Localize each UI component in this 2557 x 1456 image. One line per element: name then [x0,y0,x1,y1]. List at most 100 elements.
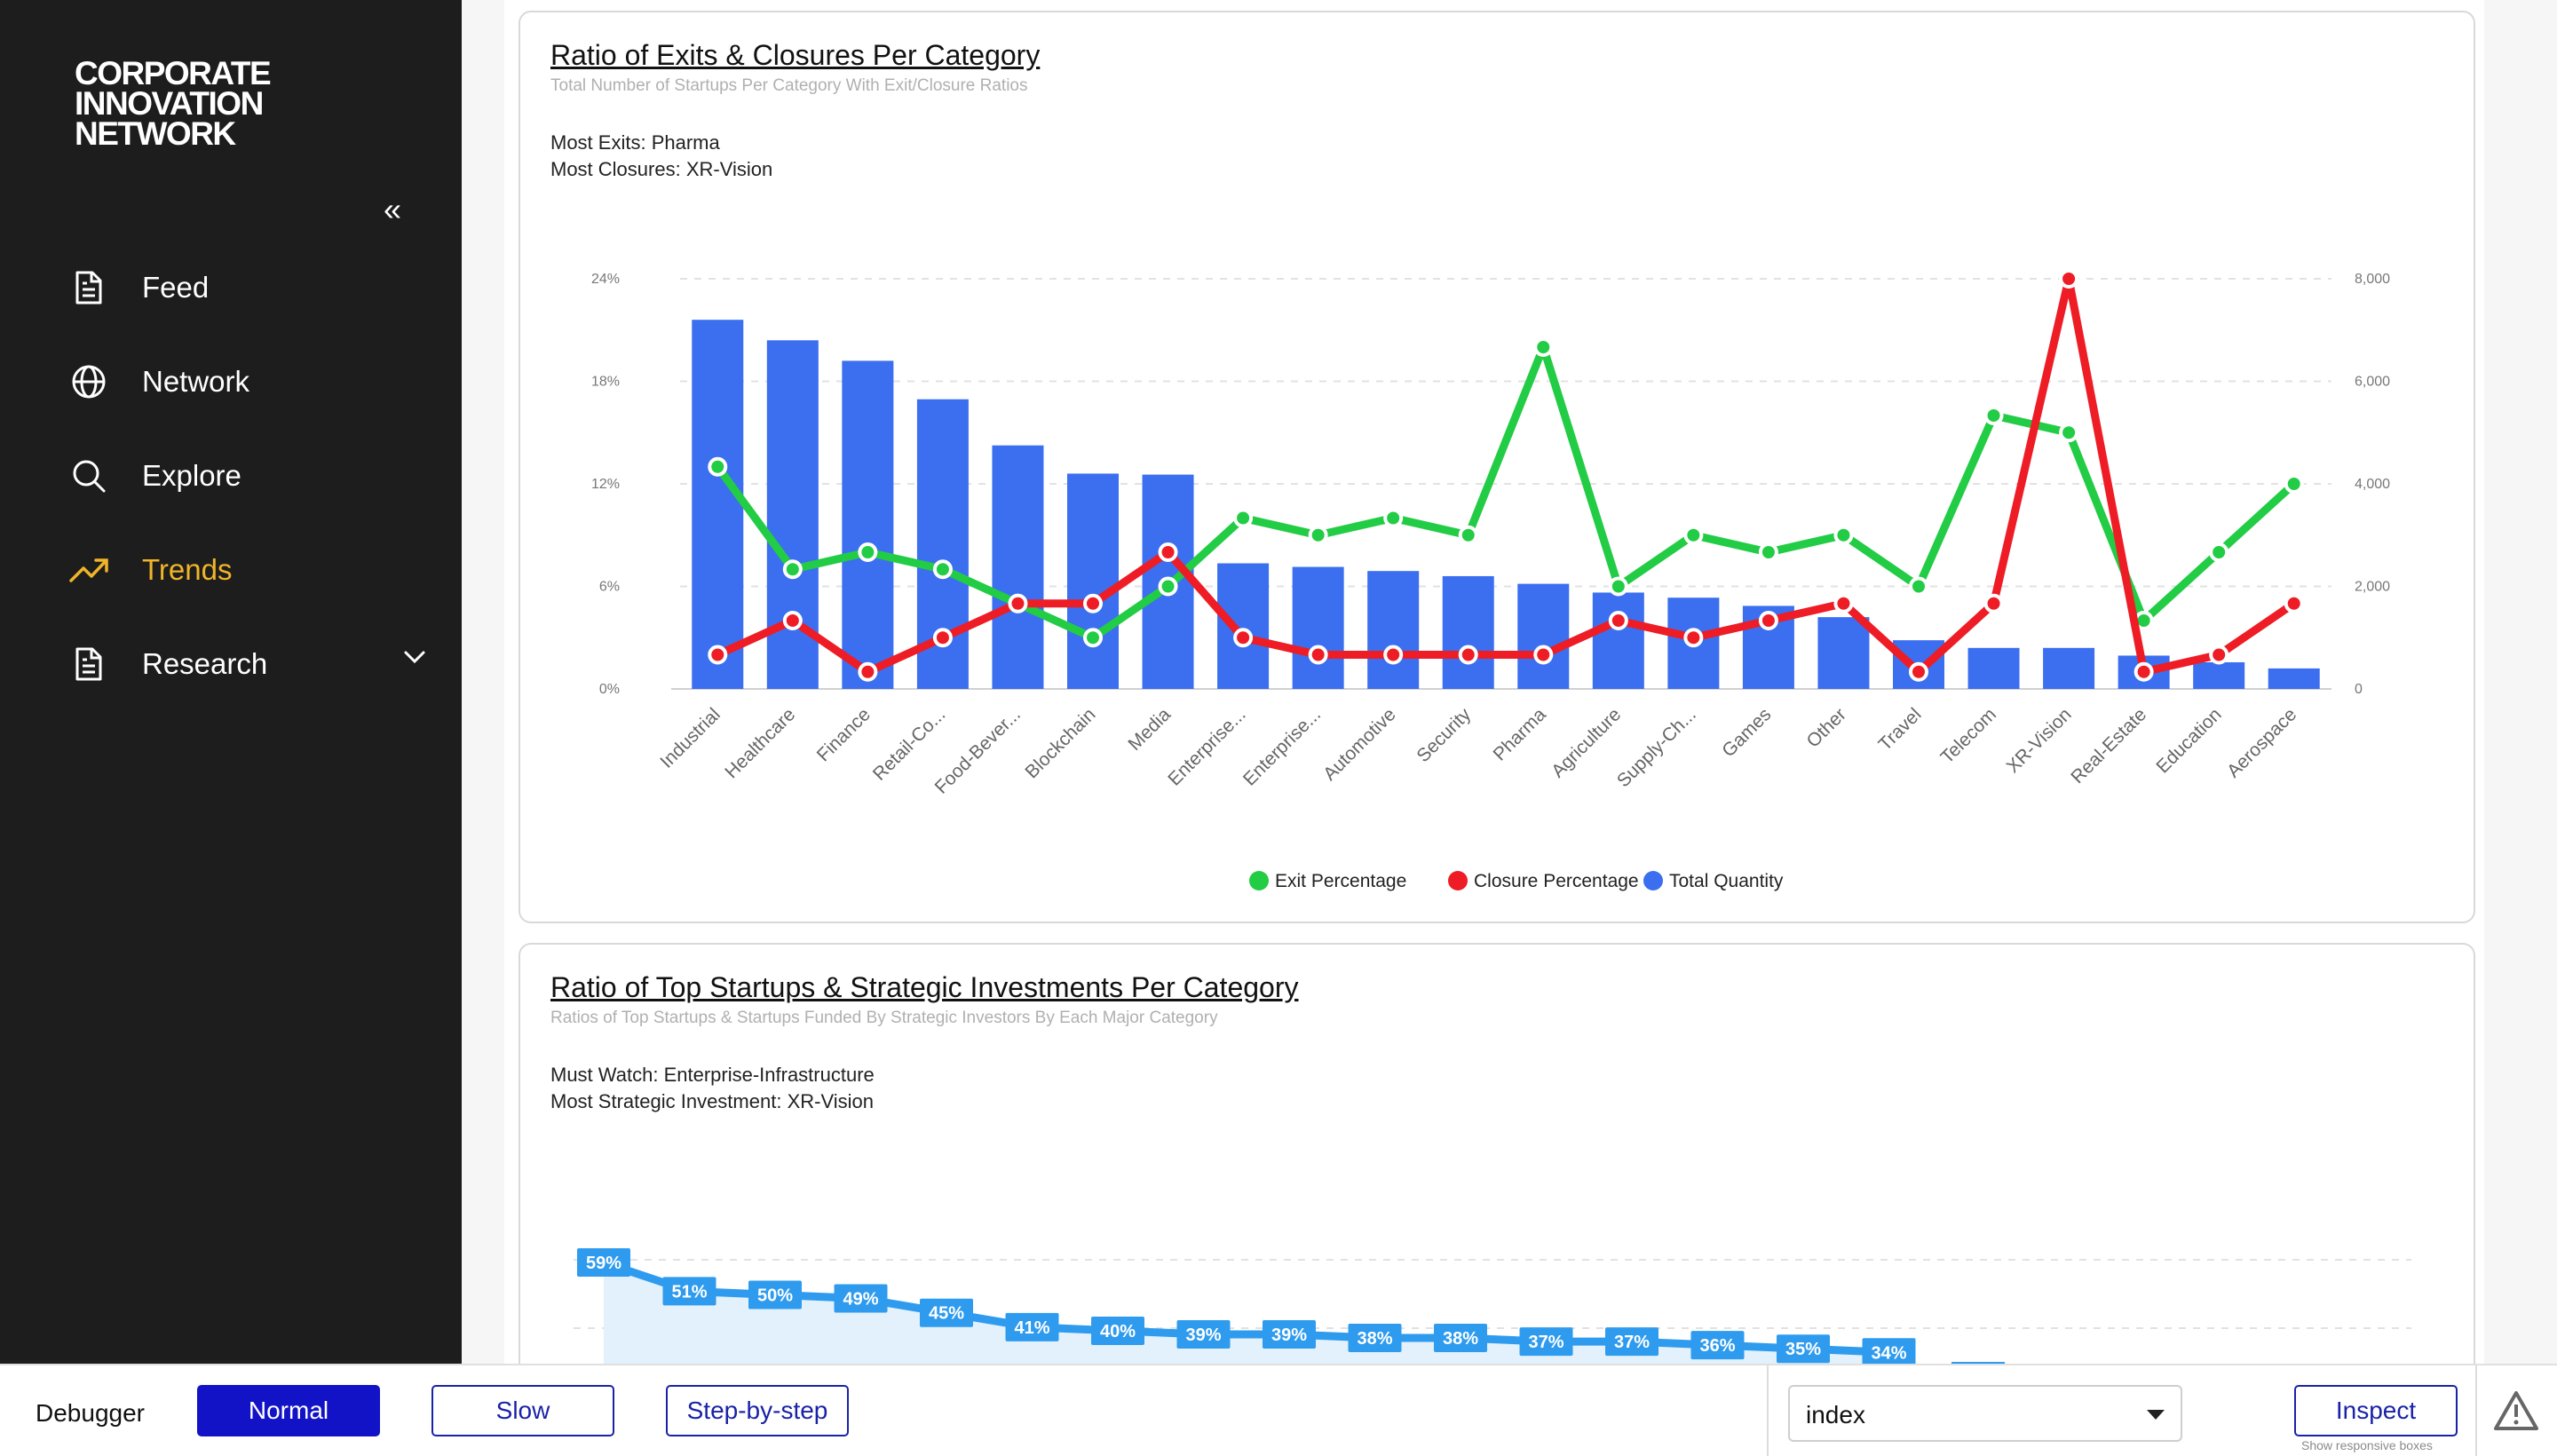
collapse-sidebar-button[interactable]: « [384,191,402,227]
brand-logo[interactable]: CORPORATE INNOVATION NETWORK [75,57,272,150]
warning-icon[interactable] [2493,1390,2539,1436]
chevron-down-icon[interactable] [403,650,426,669]
top-startups-chart[interactable]: 59% 51% 50% 49% 45% 41% 40% 39% 39% 38% 38% 37% 37% 3… [520,1122,2474,1389]
x-axis-tick: Blockchain [1021,704,1099,782]
data-label: 38% [1357,1329,1392,1349]
bar-total-quantity [2268,668,2320,689]
data-label-box [1176,1320,1231,1349]
card-title: Ratio of Exits & Closures Per Category [550,39,1041,71]
point-exit-percentage [782,559,803,580]
document-icon [69,645,108,684]
sidebar-item-label: Trends [142,553,233,586]
select-value: index [1806,1401,1865,1428]
point-closure-percentage [708,645,728,665]
point-closure-percentage [1533,645,1554,665]
exits-closures-chart[interactable]: 0% 6% 12% 18% 24% 0 2,000 4,000 6,000 8,000 Indust… [520,137,2474,918]
point-exit-percentage [2209,542,2229,562]
legend-swatch [1643,871,1663,890]
stat-label: Most Strategic Investment: [550,1090,782,1112]
x-axis-tick: Industrial [656,704,724,772]
most-closures-stat: Most Closures: XR-Vision [550,158,772,181]
x-axis-tick: Automotive [1319,704,1400,785]
point-exit-percentage [1233,508,1254,528]
data-label: 45% [929,1304,964,1324]
point-exit-percentage [1983,406,2004,425]
x-axis-tick: Telecom [1937,704,2001,768]
data-label-box [1862,1338,1916,1367]
point-exit-percentage [1909,576,1928,597]
point-closure-percentage [2209,645,2229,665]
sidebar-item-research[interactable]: Research [69,637,426,691]
point-closure-percentage [858,661,878,682]
point-closure-percentage [782,611,803,630]
x-axis-tick: Real-Estate [2067,704,2150,787]
bar-total-quantity [1292,566,1344,689]
stat-value: XR-Vision [685,158,773,180]
bar-total-quantity [1817,617,1870,689]
x-axis-tick: Security [1413,704,1475,766]
x-axis-tick: Enterprise... [1239,704,1325,789]
bar-total-quantity [1067,473,1119,689]
bar-total-quantity [1967,647,2020,689]
stat-label: Must Watch: [550,1064,659,1086]
sidebar-item-trends[interactable]: Trends [69,543,424,597]
document-icon [69,268,108,307]
point-closure-percentage [1758,611,1778,630]
most-exits-stat: Most Exits: Pharma [550,131,720,154]
x-axis-tick: Retail-Co... [869,704,950,785]
data-label-box [1690,1331,1745,1360]
step-by-step-button[interactable]: Step-by-step [666,1385,849,1436]
legend-swatch [1448,871,1468,890]
data-label-box [1348,1324,1402,1353]
point-exit-percentage [1608,576,1628,597]
data-label-box [834,1284,888,1313]
point-exit-percentage [858,542,878,562]
point-exit-percentage [1683,525,1704,545]
point-exit-percentage [1533,337,1554,357]
point-closure-percentage [1083,593,1103,613]
legend-label: Closure Percentage [1474,871,1639,891]
point-closure-percentage [932,628,953,648]
data-label: 39% [1271,1325,1307,1345]
bar-total-quantity [692,320,744,689]
slow-speed-button[interactable]: Slow [431,1385,614,1436]
data-label: 38% [1443,1329,1478,1349]
point-exit-percentage [1458,525,1478,545]
sidebar-item-network[interactable]: Network [69,355,424,408]
point-exit-percentage [932,559,953,580]
data-label-box [748,1280,802,1310]
point-exit-percentage [2059,423,2079,443]
component-select[interactable]: index [1788,1385,2182,1442]
left-axis-tick: 12% [591,477,620,492]
divider [1767,1365,1769,1456]
point-closure-percentage [2059,269,2079,289]
sidebar-item-explore[interactable]: Explore [69,449,424,502]
normal-speed-button[interactable]: Normal [197,1385,380,1436]
inspect-button[interactable]: Inspect [2294,1385,2458,1436]
point-exit-percentage [1758,542,1778,562]
must-watch-stat: Must Watch: Enterprise-Infrastructure [550,1064,875,1087]
sidebar-item-feed[interactable]: Feed [69,261,424,314]
right-axis-tick: 0 [2355,682,2363,697]
x-axis-tick: Pharma [1490,704,1550,764]
data-label: 50% [757,1286,793,1305]
legend-swatch [1249,871,1269,890]
area-line [602,1258,1889,1357]
card-subtitle: Ratios of Top Startups & Startups Funded… [550,1009,1218,1027]
data-label: 40% [1100,1322,1136,1341]
point-exit-percentage [1158,576,1178,597]
point-exit-percentage [2284,474,2304,494]
x-axis-tick: Other [1803,704,1850,751]
bar-total-quantity [992,445,1044,689]
sidebar-item-label: Feed [142,271,210,304]
bar-total-quantity [842,360,894,689]
area-fill [604,1262,1889,1389]
data-label: 37% [1614,1333,1650,1352]
card-subtitle: Total Number of Startups Per Category Wi… [550,76,1028,95]
data-label: 59% [586,1254,621,1273]
trending-up-icon [69,550,108,590]
x-axis-tick: Aerospace [2223,704,2300,781]
x-axis-tick: Finance [813,704,875,765]
responsive-boxes-hint[interactable]: Show responsive boxes [2301,1438,2433,1452]
data-label: 36% [1699,1336,1735,1356]
